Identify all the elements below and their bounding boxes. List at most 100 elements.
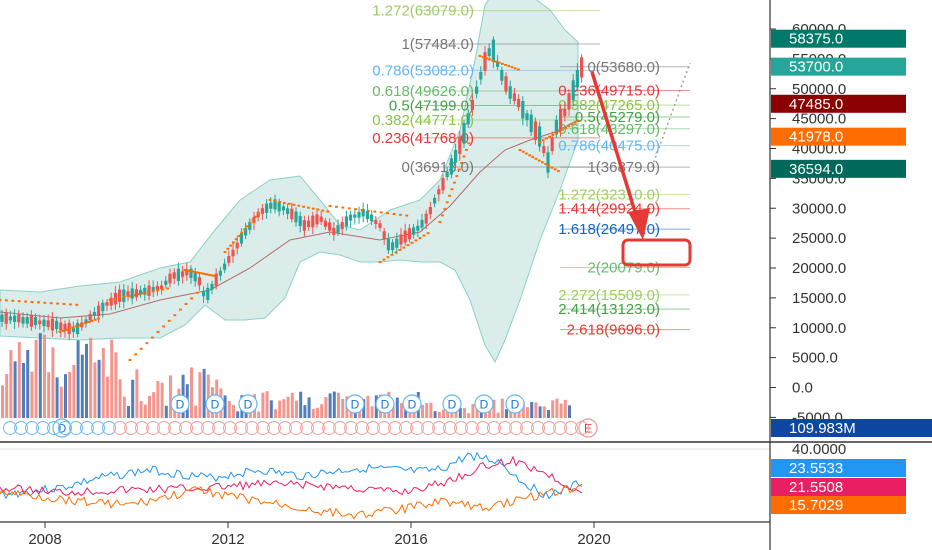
candle-body[interactable] xyxy=(420,219,424,228)
candle-body[interactable] xyxy=(227,256,231,263)
candle-body[interactable] xyxy=(21,317,25,324)
candle-body[interactable] xyxy=(248,221,252,230)
candle-body[interactable] xyxy=(378,223,382,228)
candle-body[interactable] xyxy=(575,70,579,88)
candle-body[interactable] xyxy=(433,197,437,204)
candle-body[interactable] xyxy=(580,57,584,78)
candle-body[interactable] xyxy=(71,327,75,332)
candle-body[interactable] xyxy=(214,273,218,287)
candle-body[interactable] xyxy=(286,208,290,214)
event-marker-circle[interactable] xyxy=(170,394,190,414)
event-marker-circle[interactable] xyxy=(578,418,598,438)
candle-body[interactable] xyxy=(46,320,50,327)
candle-body[interactable] xyxy=(449,158,453,175)
candle-body[interactable] xyxy=(529,114,533,133)
candle-body[interactable] xyxy=(517,98,521,108)
candle-body[interactable] xyxy=(332,227,336,235)
candle-body[interactable] xyxy=(50,318,54,331)
candle-body[interactable] xyxy=(59,322,63,331)
candle-body[interactable] xyxy=(487,48,491,57)
candle-body[interactable] xyxy=(479,71,483,80)
candle-body[interactable] xyxy=(34,316,38,326)
candle-body[interactable] xyxy=(176,268,180,282)
candle-body[interactable] xyxy=(4,312,8,324)
candle-body[interactable] xyxy=(340,221,344,230)
candle-body[interactable] xyxy=(290,208,294,220)
candle-body[interactable] xyxy=(349,214,353,221)
candle-body[interactable] xyxy=(147,285,151,296)
candle-body[interactable] xyxy=(13,315,17,323)
candle-body[interactable] xyxy=(458,136,462,155)
candle-body[interactable] xyxy=(370,214,374,222)
candle-body[interactable] xyxy=(336,225,340,233)
candle-body[interactable] xyxy=(382,231,386,240)
candle-body[interactable] xyxy=(160,285,164,290)
candle-body[interactable] xyxy=(260,208,264,214)
candle-body[interactable] xyxy=(395,238,399,248)
candle-body[interactable] xyxy=(84,319,88,324)
candle-body[interactable] xyxy=(567,93,571,110)
candle-body[interactable] xyxy=(273,199,277,210)
candle-body[interactable] xyxy=(571,80,575,101)
candle-body[interactable] xyxy=(126,291,130,297)
candle-body[interactable] xyxy=(533,121,537,141)
candle-body[interactable] xyxy=(8,316,12,321)
candle-body[interactable] xyxy=(239,233,243,244)
candle-body[interactable] xyxy=(151,286,155,292)
candle-body[interactable] xyxy=(391,242,395,251)
candle-body[interactable] xyxy=(76,322,80,335)
candle-body[interactable] xyxy=(206,287,210,300)
candle-body[interactable] xyxy=(143,287,147,295)
candle-body[interactable] xyxy=(101,302,105,312)
candle-body[interactable] xyxy=(155,285,159,291)
candle-body[interactable] xyxy=(563,108,567,117)
candle-body[interactable] xyxy=(218,270,222,276)
candle-body[interactable] xyxy=(109,297,113,306)
candle-body[interactable] xyxy=(88,314,92,321)
candle-body[interactable] xyxy=(244,228,248,236)
candle-body[interactable] xyxy=(483,52,487,71)
candle-body[interactable] xyxy=(307,220,311,228)
candle-body[interactable] xyxy=(546,152,550,173)
candle-body[interactable] xyxy=(17,314,21,323)
candle-body[interactable] xyxy=(407,228,411,240)
candle-body[interactable] xyxy=(185,269,189,276)
candle-body[interactable] xyxy=(269,202,273,209)
candle-body[interactable] xyxy=(168,273,172,284)
candle-body[interactable] xyxy=(97,305,101,317)
candle-body[interactable] xyxy=(554,119,558,135)
candle-body[interactable] xyxy=(189,268,193,279)
candle-body[interactable] xyxy=(181,271,185,277)
candle-body[interactable] xyxy=(386,238,390,251)
candle-body[interactable] xyxy=(374,220,378,225)
candle-body[interactable] xyxy=(231,249,235,257)
candle-body[interactable] xyxy=(235,242,239,249)
candle-body[interactable] xyxy=(139,289,143,295)
candle-body[interactable] xyxy=(441,178,445,191)
candle-body[interactable] xyxy=(512,93,516,102)
candle-body[interactable] xyxy=(193,273,197,282)
candle-body[interactable] xyxy=(118,289,122,302)
candle-body[interactable] xyxy=(42,319,46,327)
candle-body[interactable] xyxy=(508,86,512,99)
candle-body[interactable] xyxy=(311,215,315,228)
candle-body[interactable] xyxy=(466,113,470,125)
candle-body[interactable] xyxy=(328,222,332,231)
candle-body[interactable] xyxy=(475,86,479,94)
event-marker-circle[interactable] xyxy=(505,394,525,414)
event-marker-circle[interactable] xyxy=(375,394,395,414)
candle-body[interactable] xyxy=(323,220,327,227)
candle-body[interactable] xyxy=(496,61,500,67)
event-marker-circle[interactable] xyxy=(345,394,365,414)
candle-body[interactable] xyxy=(361,208,365,217)
candle-body[interactable] xyxy=(29,315,33,327)
candle-body[interactable] xyxy=(0,314,4,322)
candle-body[interactable] xyxy=(130,288,134,299)
candle-body[interactable] xyxy=(399,234,403,245)
candle-body[interactable] xyxy=(105,302,109,306)
event-marker-circle[interactable] xyxy=(474,394,494,414)
event-marker-circle[interactable] xyxy=(402,394,422,414)
candle-body[interactable] xyxy=(504,76,508,92)
event-markers[interactable]: DDDDDDDDDDDE xyxy=(3,394,598,438)
